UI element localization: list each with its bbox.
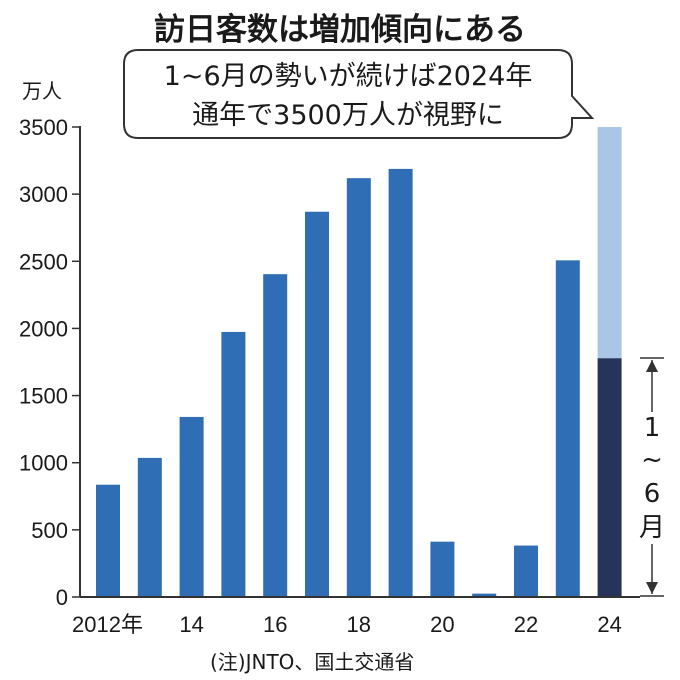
bar-2012	[96, 484, 120, 597]
callout-line-1: 1~6月の勢いが続けば2024年	[164, 61, 533, 92]
bar-2015	[221, 331, 246, 597]
bracket-label-4: 月	[639, 513, 665, 543]
y-tick-label-3500: 3500	[19, 115, 68, 140]
callout-line-2: 通年で3500万人が視野に	[192, 100, 504, 131]
x-axis-ticks: 2012年 14 16 18 20 22 24	[72, 612, 622, 637]
bar-2014	[179, 416, 204, 597]
bracket-arrow-down	[646, 582, 658, 594]
x-tick-label-2012: 2012年	[72, 612, 143, 637]
x-tick-label-2018: 18	[347, 612, 371, 637]
bracket-label-1: 1	[644, 413, 661, 443]
y-tick-label-500: 500	[31, 518, 68, 543]
y-tick-label-0: 0	[56, 585, 68, 610]
callout-bubble	[123, 49, 595, 139]
source-note: (注)JNTO、国土交通省	[210, 650, 414, 674]
y-tick-label-2000: 2000	[19, 316, 68, 341]
y-tick-label-1000: 1000	[19, 451, 68, 476]
bar-2016	[263, 274, 288, 597]
y-tick-label-3000: 3000	[19, 182, 68, 207]
chart-title: 訪日客数は増加傾向にある	[154, 12, 526, 48]
y-unit-label: 万人	[22, 79, 62, 103]
bar-2019	[388, 168, 413, 597]
y-tick-label-2500: 2500	[19, 249, 68, 274]
bars	[96, 127, 622, 598]
y-axis-ticks: 0 500 1000 1500 2000 2500 3000 3500	[19, 115, 80, 610]
bar-2017	[305, 211, 329, 597]
bar-2021	[472, 593, 497, 597]
x-tick-label-2020: 20	[430, 612, 454, 637]
bar-2018	[346, 178, 371, 598]
x-tick-label-2016: 16	[263, 612, 287, 637]
bar-2023	[555, 260, 580, 597]
bar-2024-jan-jun	[597, 358, 622, 597]
bar-2013	[137, 457, 162, 597]
y-tick-label-1500: 1500	[19, 384, 68, 409]
x-tick-label-2014: 14	[179, 612, 203, 637]
bracket-label-3: 6	[644, 479, 661, 509]
callout-box: 1~6月の勢いが続けば2024年 通年で3500万人が視野に	[123, 49, 595, 139]
bracket-arrow-up	[646, 360, 658, 372]
bar-2020	[430, 541, 455, 597]
half-year-bracket: 1 ~ 6 月	[639, 357, 665, 597]
x-tick-label-2024: 24	[597, 612, 621, 637]
x-tick-label-2022: 22	[514, 612, 538, 637]
bar-2022	[514, 545, 538, 597]
bar-2024-projection	[597, 127, 622, 359]
bracket-label-2: ~	[641, 445, 663, 475]
